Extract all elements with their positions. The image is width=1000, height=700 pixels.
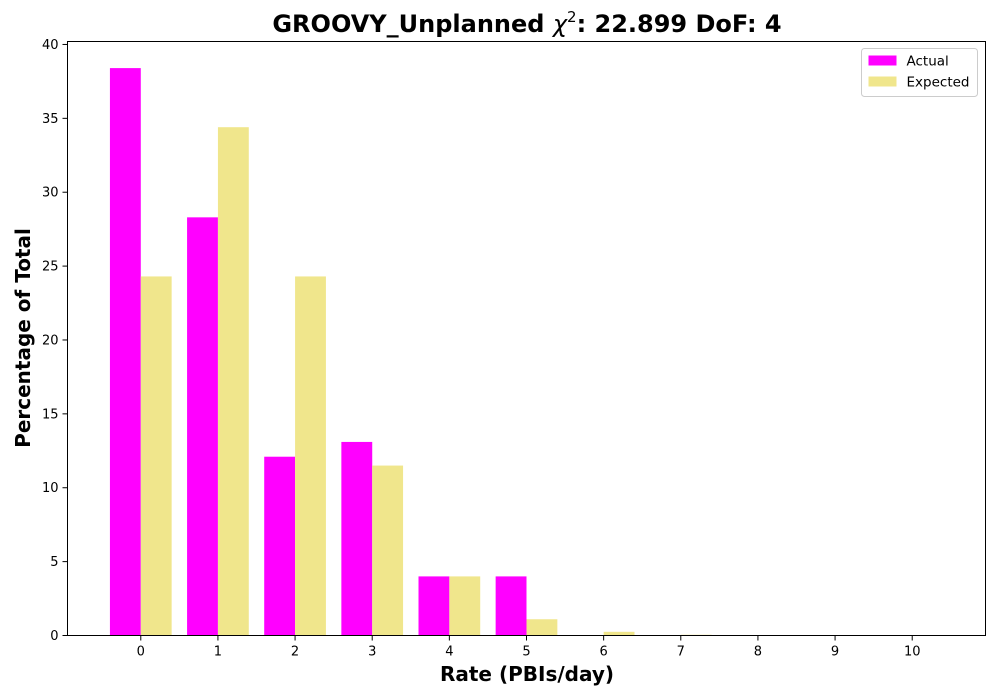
legend-label-expected: Expected <box>907 75 970 91</box>
y-tick-label: 5 <box>50 555 58 570</box>
bar-expected-0 <box>140 276 172 636</box>
bar-expected-5 <box>526 619 558 636</box>
bar-actual-2 <box>264 456 296 636</box>
chart-title-suffix: : 22.899 DoF: 4 <box>577 10 782 38</box>
x-tick-label: 0 <box>137 645 145 660</box>
bar-expected-6 <box>603 631 635 636</box>
y-tick-label: 40 <box>42 38 59 53</box>
bar-actual-0 <box>109 68 141 636</box>
x-tick-label: 5 <box>522 645 530 660</box>
legend-swatch-expected <box>868 76 897 87</box>
y-tick-label: 10 <box>42 481 59 496</box>
x-tick-label: 7 <box>677 645 685 660</box>
y-axis-label: Percentage of Total <box>11 228 35 448</box>
x-tick-label: 1 <box>214 645 222 660</box>
x-tick-label: 4 <box>445 645 453 660</box>
bar-expected-1 <box>217 127 249 636</box>
y-tick-label: 30 <box>42 186 59 201</box>
legend: Actual Expected <box>861 48 978 97</box>
x-tick-label: 8 <box>754 645 762 660</box>
x-tick-label: 6 <box>600 645 608 660</box>
chart-title-superscript: 2 <box>567 8 577 26</box>
bar-actual-4 <box>418 576 450 636</box>
bar-actual-3 <box>341 441 373 636</box>
y-tick-label: 35 <box>42 112 59 127</box>
chart-title-chi: χ <box>551 10 568 38</box>
y-tick-label: 25 <box>42 260 59 275</box>
x-tick-label: 3 <box>368 645 376 660</box>
x-tick-label: 10 <box>904 645 921 660</box>
x-tick-label: 2 <box>291 645 299 660</box>
y-tick-label: 15 <box>42 407 59 422</box>
bar-expected-3 <box>372 465 404 636</box>
chart-title-prefix: GROOVY_Unplanned <box>272 10 552 38</box>
bar-expected-2 <box>295 276 326 636</box>
y-tick-label: 0 <box>50 629 58 644</box>
legend-label-actual: Actual <box>907 54 949 70</box>
y-tick-label: 20 <box>42 333 59 348</box>
x-tick-label: 9 <box>831 645 839 660</box>
bar-expected-4 <box>449 576 481 636</box>
bar-actual-5 <box>495 576 527 636</box>
x-axis-label: Rate (PBIs/day) <box>440 662 614 686</box>
chart-title: GROOVY_Unplanned χ2: 22.899 DoF: 4 <box>272 8 781 38</box>
bar-actual-1 <box>187 217 218 636</box>
legend-swatch-actual <box>868 55 897 66</box>
bars-layer <box>109 68 789 636</box>
y-axis: 0 5 10 15 20 25 30 35 40 <box>42 38 68 644</box>
x-axis: 0 1 2 3 4 5 6 7 8 9 10 <box>137 635 921 660</box>
